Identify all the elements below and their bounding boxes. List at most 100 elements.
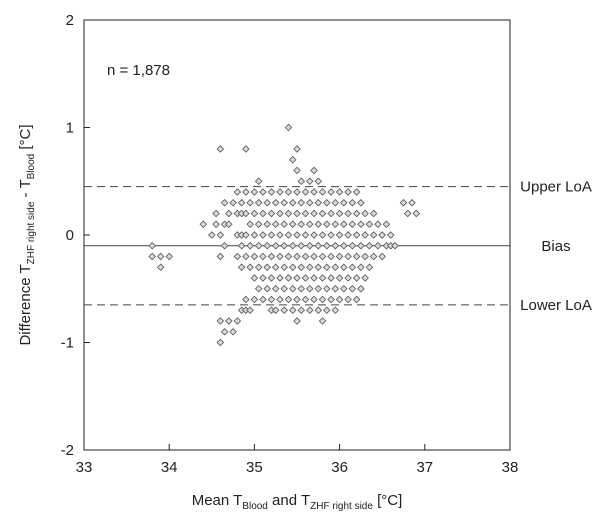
data-point [293,274,301,282]
data-point [374,241,382,250]
data-point [306,198,314,207]
data-point [314,241,323,250]
data-point [352,188,361,196]
data-point [412,209,421,218]
data-point [276,231,284,239]
y-tick-label: -1 [61,335,74,352]
data-point [310,274,318,282]
data-point [361,274,369,282]
data-point [259,274,267,282]
data-point [357,220,365,229]
data-point [225,209,233,218]
data-point [297,284,306,293]
reference-line-label: Upper LoA [520,179,592,196]
data-point [323,263,331,272]
data-point [331,306,340,315]
data-point [242,295,250,304]
data-point [301,274,310,282]
data-point [242,188,250,196]
data-point [310,188,318,196]
x-axis-ticks: 33 34 35 36 37 38 [76,444,518,476]
data-point [156,263,165,272]
data-point [340,241,348,250]
data-point [267,209,276,218]
y-axis-title: Difference TZHF right side - TBlood [°C] [17,124,37,345]
data-point [254,177,263,186]
data-point [357,263,365,272]
data-point [344,274,352,282]
data-point [344,295,352,304]
x-tick-label: 35 [246,459,263,476]
data-point [352,295,361,304]
data-point [361,252,369,261]
data-point [306,220,314,229]
data-point [276,295,284,304]
data-point [348,220,357,229]
data-point [233,317,242,325]
data-point [216,145,225,153]
data-point [365,220,374,229]
data-point [250,209,259,218]
data-point [357,284,365,293]
data-point [225,317,233,325]
data-point [348,198,357,207]
data-point [318,317,327,325]
data-point [271,198,280,207]
data-point [327,252,335,261]
data-point [357,198,365,207]
data-point [276,209,284,218]
data-point [280,284,288,293]
data-point [288,198,297,207]
data-point [297,220,306,229]
data-point [284,252,293,261]
data-point [199,220,208,229]
data-point [271,220,280,229]
data-point [314,306,323,315]
data-point [280,263,288,272]
data-point [267,188,276,196]
data-point [323,306,331,315]
data-point [267,274,276,282]
data-point [327,274,335,282]
y-tick-label: 1 [66,120,74,137]
data-point [335,188,344,196]
data-point [335,295,344,304]
data-point [212,220,220,229]
data-point [259,188,267,196]
data-point [246,306,254,315]
data-point [318,209,327,218]
data-point [267,252,276,261]
data-point [327,295,335,304]
x-tick-label: 34 [161,459,178,476]
data-point [271,263,280,272]
data-point [242,231,250,239]
data-point [246,263,254,272]
data-point [386,231,395,239]
data-point [212,209,220,218]
data-point [246,220,254,229]
data-point [314,263,323,272]
data-point [293,231,301,239]
data-point [254,241,263,250]
data-point [216,252,225,261]
data-point [391,241,399,250]
data-point [254,284,263,293]
data-point [220,327,229,336]
data-point [254,263,263,272]
data-point [280,306,288,315]
data-point [352,209,361,218]
data-point [288,241,297,250]
data-point [344,231,352,239]
data-point [229,327,237,336]
data-point [310,295,318,304]
data-point [271,284,280,293]
data-point [246,241,254,250]
data-point [361,231,369,239]
data-point [259,252,267,261]
data-point [335,274,344,282]
data-point [250,274,259,282]
data-point [301,252,310,261]
data-point [340,284,348,293]
data-point [288,263,297,272]
